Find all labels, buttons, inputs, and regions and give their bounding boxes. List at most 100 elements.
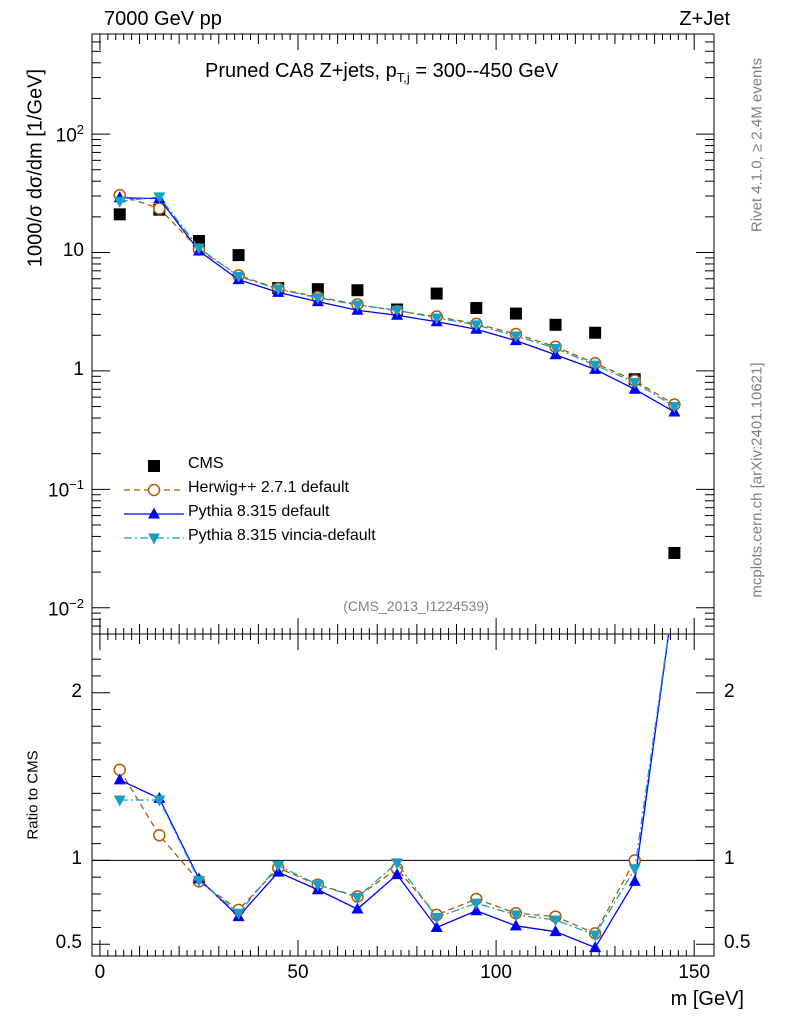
chart-title: Pruned CA8 Z+jets, pT,j = 300--450 GeV — [205, 60, 558, 85]
series-3-ratio-point — [153, 795, 166, 807]
series-3-ratio-point — [509, 910, 522, 922]
rivet-version-label: Rivet 4.1.0, ≥ 2.4M events — [748, 57, 766, 233]
series-0-main-point — [589, 326, 602, 339]
legend-marker-2 — [148, 507, 160, 519]
mcplots-source-label: mcplots.cern.ch [arXiv:2401.10621] — [748, 362, 766, 598]
ratio-marks — [113, 634, 670, 953]
ratio-panel — [91, 34, 715, 957]
series-3-ratio-point — [272, 860, 285, 872]
legend — [124, 460, 184, 545]
series-2-ratio-point — [113, 773, 126, 785]
main-y-tick-base: 10 — [48, 480, 70, 502]
header-right: Z+Jet — [679, 8, 730, 30]
series-3-main-point — [351, 300, 364, 312]
series-1-ratio-point — [153, 829, 166, 842]
analysis-id: (CMS_2013_I1224539) — [343, 598, 489, 614]
ratio-y-tick-label-right: 0.5 — [724, 932, 751, 954]
series-0-main-point — [509, 307, 522, 320]
series-2-ratio-point — [470, 904, 483, 916]
series-3-main-point — [668, 402, 681, 414]
legend-marker-1 — [147, 483, 161, 497]
title-main: Pruned CA8 Z+jets, p — [205, 60, 397, 82]
ratio-y-tick-label-left: 0.5 — [55, 932, 82, 954]
series-0-main-point — [470, 301, 483, 314]
main-marks — [113, 188, 681, 559]
x-tick-label: 50 — [287, 962, 309, 983]
series-2-ratio-point — [351, 902, 364, 914]
y-axis-label: 1000/σ dσ/dm [1/GeV] — [24, 68, 47, 268]
series-3-main-point — [509, 331, 522, 343]
series-2-ratio-point — [430, 920, 443, 932]
series-3-ratio-point — [430, 912, 443, 924]
series-3-ratio-point — [549, 915, 562, 927]
series-0-main-point — [351, 284, 364, 297]
series-3-main-point — [549, 343, 562, 355]
series-3-ratio-point — [113, 795, 126, 807]
series-3-main-point — [391, 305, 404, 317]
header-left: 7000 GeV pp — [104, 8, 222, 30]
legend-label: Pythia 8.315 vincia-default — [188, 527, 376, 544]
main-y-tick-label: 10 — [63, 240, 84, 262]
legend-marker-3 — [148, 533, 160, 545]
series-3-main-point — [113, 196, 126, 208]
series-3-ratio-point — [311, 880, 324, 892]
series-3-main-point — [192, 243, 205, 255]
series-3-ratio-point — [351, 892, 364, 904]
main-y-tick-exponent: 2 — [76, 122, 84, 138]
series-3-main-point — [311, 293, 324, 305]
data-marks — [113, 188, 681, 953]
series-2-ratio-line — [119, 634, 670, 949]
ratio-y-tick-label-left: 1 — [71, 848, 82, 870]
main-y-tick-base: 1 — [73, 358, 84, 380]
series-2-ratio-point — [549, 925, 562, 937]
main-y-tick-label: 102 — [56, 122, 84, 147]
main-y-tick-label: 10−1 — [48, 477, 84, 502]
series-0-main-point — [549, 318, 562, 331]
series-3-main-line — [119, 196, 675, 408]
title-range: = 300--450 GeV — [409, 60, 559, 82]
ratio-y-axis-label: Ratio to CMS — [24, 750, 42, 840]
main-y-tick-label: 10−2 — [48, 596, 84, 621]
series-3-main-point — [272, 284, 285, 296]
legend-label: CMS — [188, 455, 224, 472]
series-3-ratio-point — [391, 858, 404, 870]
legend-label: Pythia 8.315 default — [188, 503, 330, 520]
series-3-ratio-point — [232, 908, 245, 920]
main-y-tick-exponent: −1 — [69, 477, 84, 493]
series-0-main-point — [113, 208, 126, 221]
ratio-frame — [91, 633, 715, 957]
series-3-main-point — [153, 192, 166, 204]
series-3-main-point — [232, 271, 245, 283]
series-1-main-line — [119, 194, 675, 406]
x-tick-label: 100 — [480, 962, 512, 983]
x-tick-label: 150 — [678, 962, 711, 983]
series-3-ratio-point — [470, 898, 483, 910]
series-2-ratio-point — [391, 868, 404, 880]
ratio-y-tick-label-right: 1 — [724, 848, 735, 870]
series-3-main-point — [430, 313, 443, 325]
series-0-main-point — [232, 249, 245, 262]
main-y-tick-base: 10 — [48, 599, 70, 621]
series-2-ratio-point — [509, 919, 522, 931]
series-3-ratio-point — [589, 930, 602, 942]
main-y-tick-exponent: −2 — [69, 595, 84, 611]
series-3-ratio-point — [628, 864, 641, 876]
ratio-y-tick-label-right: 2 — [724, 680, 735, 702]
title-subscript: T,j — [396, 70, 410, 85]
series-3-main-point — [628, 377, 641, 389]
ratio-y-tick-label-left: 2 — [71, 680, 82, 702]
main-y-tick-base: 10 — [62, 240, 84, 262]
series-2-ratio-point — [628, 874, 641, 886]
series-2-ratio-point — [589, 941, 602, 953]
x-tick-label: 0 — [94, 962, 106, 983]
legend-label: Herwig++ 2.7.1 default — [188, 479, 349, 496]
main-y-tick-base: 10 — [55, 125, 77, 147]
x-axis-label: m [GeV] — [670, 988, 744, 1010]
main-frame — [91, 33, 715, 635]
series-3-main-point — [589, 360, 602, 372]
legend-marker-0 — [148, 460, 160, 472]
main-y-tick-label: 1 — [73, 359, 84, 381]
series-0-main-point — [430, 287, 443, 300]
series-1-ratio-line — [119, 769, 636, 935]
